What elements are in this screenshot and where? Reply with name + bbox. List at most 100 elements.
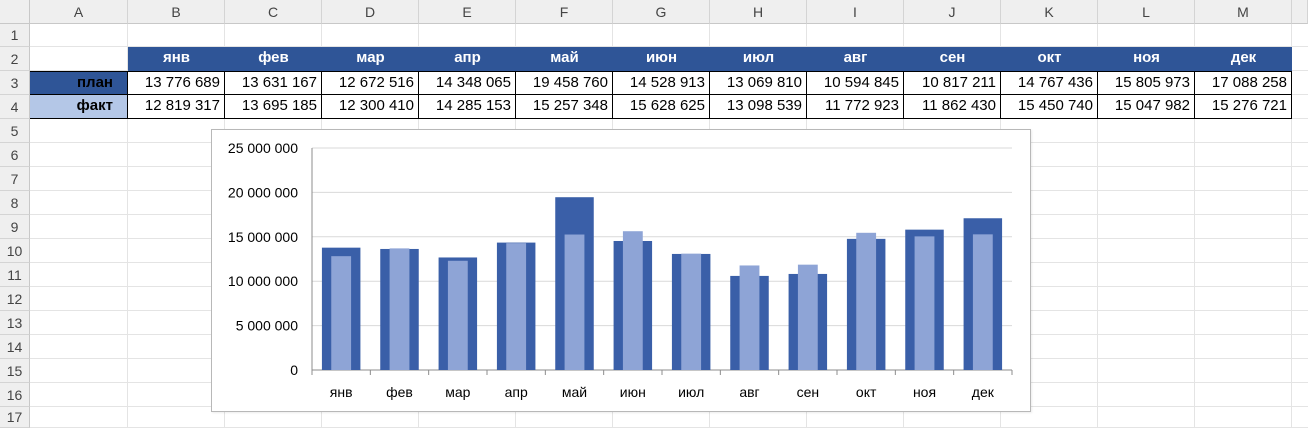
x-tick-label: май	[562, 384, 587, 400]
fact-value-cell[interactable]: 12 300 410	[322, 95, 419, 119]
plan-value-cell[interactable]: 10 594 845	[807, 71, 904, 95]
month-header-cell[interactable]: фев	[225, 47, 322, 71]
fact-bar	[914, 236, 935, 370]
gridline	[1097, 24, 1098, 428]
plan-value-cell[interactable]: 14 348 065	[419, 71, 516, 95]
column-header-f[interactable]: F	[516, 0, 613, 24]
row-header-14[interactable]: 14	[0, 335, 30, 359]
column-header-filler	[1292, 0, 1308, 24]
fact-bar	[622, 231, 643, 370]
fact-value-cell[interactable]: 11 862 430	[904, 95, 1001, 119]
plan-value-cell[interactable]: 17 088 258	[1195, 71, 1292, 95]
x-tick-label: дек	[972, 384, 995, 400]
x-tick-label: апр	[505, 384, 528, 400]
gridline	[1194, 24, 1195, 428]
row-header-17[interactable]: 17	[0, 407, 30, 428]
fact-value-cell[interactable]: 11 772 923	[807, 95, 904, 119]
row-header-12[interactable]: 12	[0, 287, 30, 311]
month-header-cell[interactable]: сен	[904, 47, 1001, 71]
month-header-cell[interactable]: апр	[419, 47, 516, 71]
column-header-g[interactable]: G	[613, 0, 710, 24]
month-header-cell[interactable]: дек	[1195, 47, 1292, 71]
fact-bar	[506, 243, 527, 370]
row-header-3[interactable]: 3	[0, 71, 30, 95]
month-header-cell[interactable]: авг	[807, 47, 904, 71]
month-header-cell[interactable]: июн	[613, 47, 710, 71]
fact-label-cell[interactable]: факт	[30, 95, 128, 119]
fact-value-cell[interactable]: 15 450 740	[1001, 95, 1098, 119]
row-header-8[interactable]: 8	[0, 191, 30, 215]
fact-bar	[797, 264, 818, 370]
fact-bar	[856, 232, 877, 370]
column-header-c[interactable]: C	[225, 0, 322, 24]
row-header-16[interactable]: 16	[0, 383, 30, 407]
gridline	[127, 24, 128, 428]
y-tick-label: 5 000 000	[236, 318, 298, 334]
x-tick-label: июн	[620, 384, 646, 400]
row-header-13[interactable]: 13	[0, 311, 30, 335]
fact-bar	[564, 234, 585, 370]
month-header-cell[interactable]: июл	[710, 47, 807, 71]
plan-fact-chart[interactable]: 0 5 000 000 10 000 000 15 000 000 20 000 000…	[211, 129, 1031, 412]
month-header-cell[interactable]: мар	[322, 47, 419, 71]
row-header-4[interactable]: 4	[0, 95, 30, 119]
row-header-11[interactable]: 11	[0, 263, 30, 287]
plan-value-cell[interactable]: 19 458 760	[516, 71, 613, 95]
y-tick-label: 20 000 000	[228, 184, 298, 200]
fact-bar	[681, 253, 702, 370]
month-header-cell[interactable]: окт	[1001, 47, 1098, 71]
column-header-k[interactable]: K	[1001, 0, 1098, 24]
gridline	[1291, 24, 1292, 428]
fact-bar	[739, 265, 760, 370]
plan-value-cell[interactable]: 10 817 211	[904, 71, 1001, 95]
y-tick-label: 0	[290, 362, 298, 378]
plan-value-cell[interactable]: 15 805 973	[1098, 71, 1195, 95]
column-header-e[interactable]: E	[419, 0, 516, 24]
plan-value-cell[interactable]: 14 528 913	[613, 71, 710, 95]
x-tick-label: фев	[386, 384, 413, 400]
plan-value-cell[interactable]: 13 069 810	[710, 71, 807, 95]
y-tick-label: 15 000 000	[228, 229, 298, 245]
x-tick-label: ноя	[913, 384, 936, 400]
column-header-i[interactable]: I	[807, 0, 904, 24]
row-header-5[interactable]: 5	[0, 119, 30, 143]
plan-label-cell[interactable]: план	[30, 71, 128, 95]
column-header-h[interactable]: H	[710, 0, 807, 24]
plan-value-cell[interactable]: 12 672 516	[322, 71, 419, 95]
row-header-9[interactable]: 9	[0, 215, 30, 239]
chart-plot: 0 5 000 000 10 000 000 15 000 000 20 000 000…	[228, 140, 1013, 400]
fact-value-cell[interactable]: 14 285 153	[419, 95, 516, 119]
column-header-m[interactable]: M	[1195, 0, 1292, 24]
month-header-cell[interactable]: май	[516, 47, 613, 71]
fact-bar	[389, 248, 410, 370]
column-header-a[interactable]: A	[30, 0, 128, 24]
plan-value-cell[interactable]: 13 631 167	[225, 71, 322, 95]
month-header-cell[interactable]: янв	[128, 47, 225, 71]
plan-value-cell[interactable]: 13 776 689	[128, 71, 225, 95]
fact-value-cell[interactable]: 15 628 625	[613, 95, 710, 119]
fact-value-cell[interactable]: 13 098 539	[710, 95, 807, 119]
column-header-j[interactable]: J	[904, 0, 1001, 24]
plan-value-cell[interactable]: 14 767 436	[1001, 71, 1098, 95]
fact-value-cell[interactable]: 12 819 317	[128, 95, 225, 119]
column-header-l[interactable]: L	[1098, 0, 1195, 24]
x-tick-label: авг	[739, 384, 759, 400]
x-tick-label: окт	[856, 384, 877, 400]
select-all-corner[interactable]	[0, 0, 30, 24]
row-header-6[interactable]: 6	[0, 143, 30, 167]
column-header-b[interactable]: B	[128, 0, 225, 24]
row-header-7[interactable]: 7	[0, 167, 30, 191]
row-header-1[interactable]: 1	[0, 24, 30, 47]
row-header-15[interactable]: 15	[0, 359, 30, 383]
row-header-10[interactable]: 10	[0, 239, 30, 263]
row-header-2[interactable]: 2	[0, 47, 30, 71]
fact-bar	[447, 260, 468, 370]
fact-value-cell[interactable]: 15 257 348	[516, 95, 613, 119]
fact-value-cell[interactable]: 13 695 185	[225, 95, 322, 119]
y-tick-label: 25 000 000	[228, 140, 298, 156]
column-header-d[interactable]: D	[322, 0, 419, 24]
fact-value-cell[interactable]: 15 276 721	[1195, 95, 1292, 119]
x-tick-label: мар	[445, 384, 470, 400]
month-header-cell[interactable]: ноя	[1098, 47, 1195, 71]
fact-value-cell[interactable]: 15 047 982	[1098, 95, 1195, 119]
